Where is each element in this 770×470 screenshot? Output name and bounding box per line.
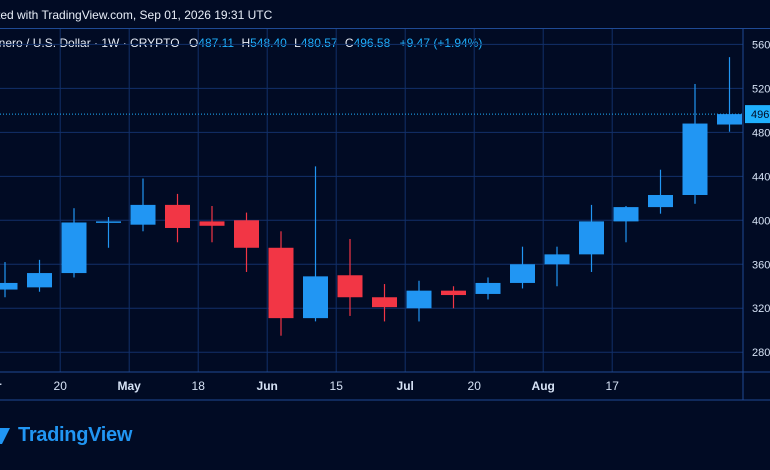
open-label: O [188,36,199,50]
high-value: 548.40 [250,36,287,50]
x-tick-label: Aug [532,379,555,393]
candle-body [613,207,639,222]
candle-body [165,204,190,228]
last-price-badge [745,105,770,124]
candle-body [303,276,328,319]
published-caption: ted with TradingView.com, Sep 01, 2026 1… [0,8,273,22]
low-value: 480.57 [300,36,338,50]
y-tick-label: 440 [752,171,770,183]
x-tick-label: Jun [257,379,278,393]
candle-body [0,282,18,290]
candle-body [61,222,87,274]
candle-body [717,114,742,125]
brand-name: TradingView [18,424,133,446]
x-tick-label: 15 [330,379,344,393]
tradingview-logo[interactable]: TradingView [0,424,132,447]
candle-body [510,264,535,283]
candle-body [406,290,432,309]
high-label: H [241,36,251,50]
y-tick-label: 280 [752,347,770,359]
candle-body [579,221,604,255]
x-tick-label: May [118,379,142,393]
x-tick-label: Jul [397,379,414,393]
y-tick-label: 560 [752,39,770,51]
y-tick-label: 400 [752,215,770,227]
last-price-label: 496 [751,109,769,121]
y-tick-label: 320 [752,303,770,315]
candle-body [441,290,466,296]
candle-body [96,221,121,223]
candle-body [130,204,156,225]
x-tick-label: 17 [606,379,620,393]
symbol-legend: onero / U.S. Dollar · 1W · CRYPTO O487.1… [0,36,482,50]
change-value: +9.47 (+1.94%) [399,36,483,50]
candle-body [682,123,708,196]
x-tick-label: 18 [192,379,206,393]
y-tick-label: 520 [752,83,770,95]
close-label: C [344,36,354,50]
y-tick-label: 360 [752,259,770,271]
close-value: 496.58 [353,36,391,50]
y-tick-label: 480 [752,127,770,139]
candle-body [199,221,225,226]
low-label: L [294,36,301,50]
candle-body [475,282,501,294]
symbol-name: onero / U.S. Dollar · 1W · CRYPTO [0,36,180,50]
candle-body [544,254,570,265]
open-value: 487.11 [198,36,235,50]
candle-body [648,195,673,208]
x-tick-label: 20 [468,379,482,393]
candle-body [234,220,259,248]
candle-body [372,297,397,308]
grid [0,29,743,372]
x-tick-label: 20 [54,379,68,393]
header-bar: ted with TradingView.com, Sep 01, 2026 1… [0,0,770,29]
candles [0,57,743,336]
candle-body [337,275,363,298]
candle-body [268,247,294,319]
x-tick-label: Apr [0,379,2,393]
candle-body [27,273,52,288]
axes: 280 320 360 400 440 480 520 560 Apr 20 May 18 Jun 15 J… [0,29,770,401]
tradingview-logo-icon [0,427,10,444]
